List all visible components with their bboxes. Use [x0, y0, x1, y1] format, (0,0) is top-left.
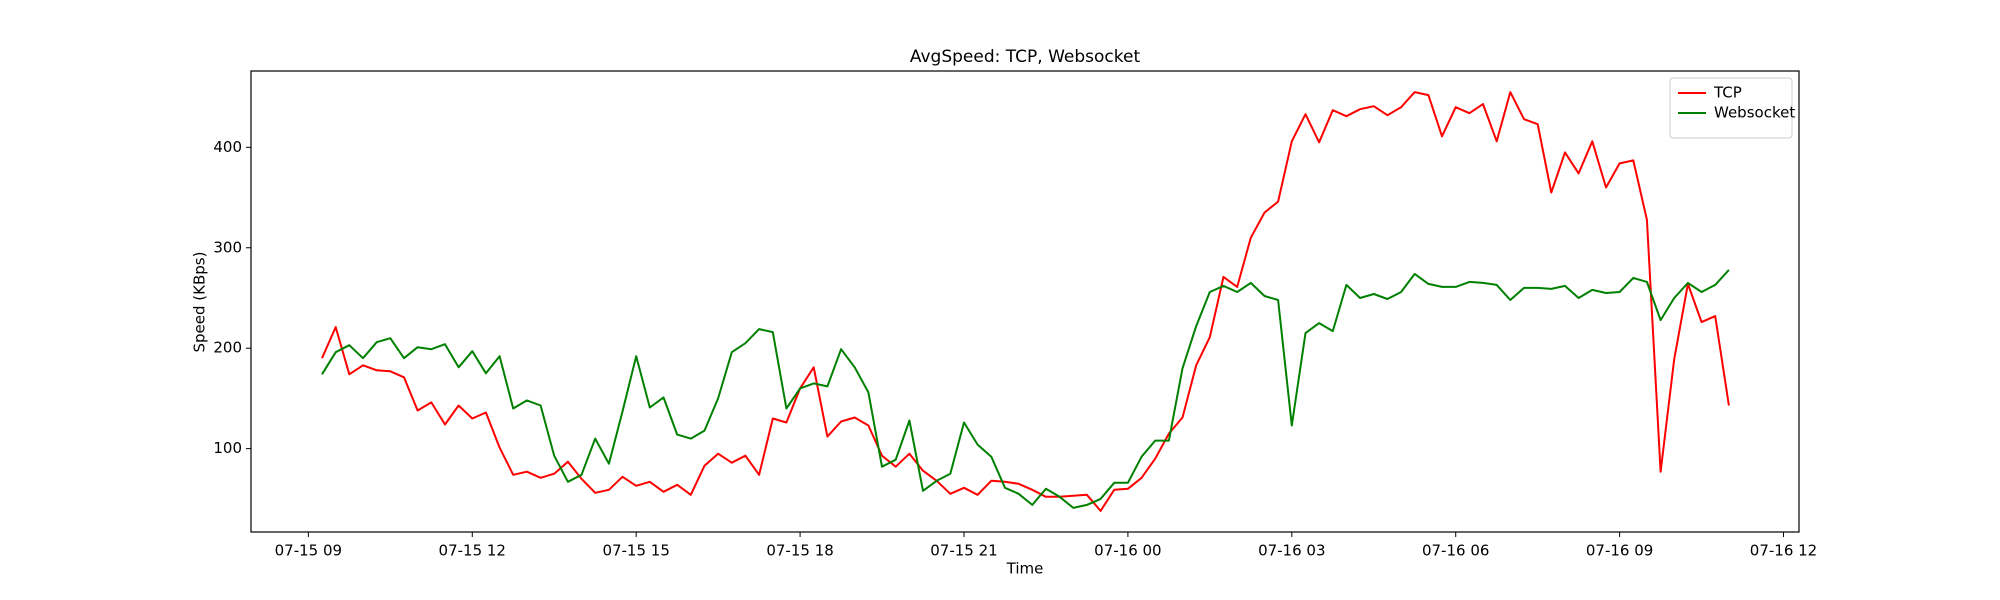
- x-tick-label: 07-15 15: [602, 542, 669, 560]
- x-tick-label: 07-15 09: [275, 542, 342, 560]
- y-axis-label: Speed (KBps): [191, 252, 209, 353]
- x-tick-label: 07-16 03: [1258, 542, 1325, 560]
- plot-frame: [250, 70, 1800, 533]
- x-tick-label: 07-16 00: [1094, 542, 1161, 560]
- x-tick-label: 07-15 18: [766, 542, 833, 560]
- x-tick-label: 07-16 09: [1586, 542, 1653, 560]
- x-tick-label: 07-16 12: [1750, 542, 1817, 560]
- y-tick-label: 200: [213, 339, 242, 357]
- x-tick-label: 07-15 12: [439, 542, 506, 560]
- y-tick-label: 100: [213, 439, 242, 457]
- series-line: [321, 91, 1730, 512]
- legend-label: Websocket: [1714, 104, 1795, 122]
- x-axis-label: Time: [1006, 560, 1044, 578]
- legend-label: TCP: [1713, 84, 1742, 102]
- y-tick-label: 300: [213, 238, 242, 256]
- x-tick-label: 07-15 21: [930, 542, 997, 560]
- series-line: [321, 269, 1730, 509]
- x-tick-label: 07-16 06: [1422, 542, 1489, 560]
- chart-title: AvgSpeed: TCP, Websocket: [910, 47, 1141, 67]
- y-tick-label: 400: [213, 138, 242, 156]
